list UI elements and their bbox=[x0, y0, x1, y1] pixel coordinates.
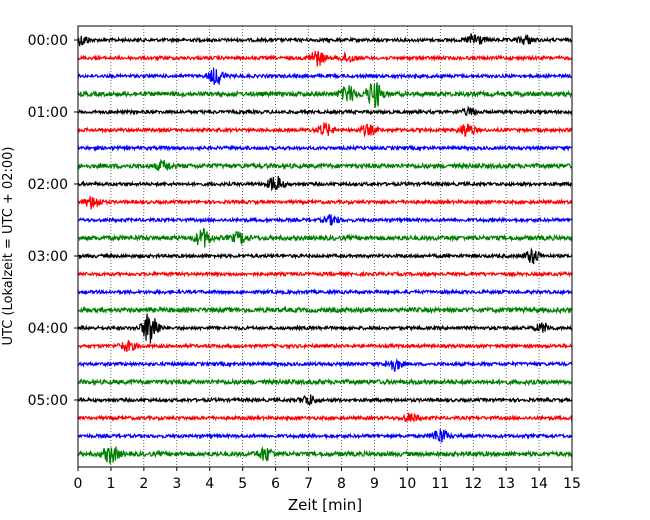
x-tick-label: 0 bbox=[74, 476, 83, 492]
trace-line bbox=[77, 313, 573, 344]
plot-frame bbox=[77, 25, 573, 468]
trace-line bbox=[77, 428, 573, 443]
y-tick-label: 00:00 bbox=[28, 33, 68, 49]
x-tick-label: 11 bbox=[431, 476, 449, 492]
trace-line bbox=[77, 357, 573, 372]
trace-line bbox=[77, 270, 573, 278]
x-axis-label: Zeit [min] bbox=[288, 496, 362, 514]
trace-line bbox=[77, 213, 573, 226]
x-tick-label: 6 bbox=[271, 476, 280, 492]
trace-line bbox=[77, 412, 573, 423]
trace-line bbox=[77, 339, 573, 353]
y-tick-label: 04:00 bbox=[28, 321, 68, 337]
trace-line bbox=[77, 105, 573, 117]
trace-line bbox=[77, 377, 573, 387]
trace-line bbox=[77, 158, 573, 172]
x-tick-label: 1 bbox=[106, 476, 115, 492]
trace-line bbox=[77, 305, 573, 315]
y-axis-label: UTC (Lokalzeit = UTC + 02:00) bbox=[1, 147, 16, 346]
trace-line bbox=[77, 196, 573, 210]
x-tick-label: 2 bbox=[139, 476, 148, 492]
trace-line bbox=[77, 82, 573, 108]
x-tick-label: 12 bbox=[464, 476, 482, 492]
x-tick-label: 3 bbox=[172, 476, 181, 492]
x-tick-label: 4 bbox=[205, 476, 214, 492]
x-tick-label: 8 bbox=[337, 476, 346, 492]
x-tick-label: 15 bbox=[563, 476, 581, 492]
y-axis-ticks: 00:00 01:00 02:00 03:00 04:00 05:00 bbox=[28, 33, 78, 409]
trace-line bbox=[77, 446, 573, 464]
x-tick-label: 5 bbox=[238, 476, 247, 492]
trace-line bbox=[77, 175, 573, 192]
trace-line bbox=[77, 144, 573, 152]
trace-line bbox=[77, 394, 573, 407]
traces bbox=[77, 33, 573, 464]
x-tick-label: 14 bbox=[530, 476, 548, 492]
x-tick-label: 9 bbox=[370, 476, 379, 492]
trace-line bbox=[77, 122, 573, 138]
y-tick-label: 05:00 bbox=[28, 393, 68, 409]
x-tick-label: 10 bbox=[398, 476, 416, 492]
x-tick-label: 13 bbox=[497, 476, 515, 492]
y-tick-label: 02:00 bbox=[28, 177, 68, 193]
trace-line bbox=[77, 247, 573, 265]
trace-line bbox=[77, 227, 573, 248]
trace-line bbox=[77, 50, 573, 67]
x-tick-label: 7 bbox=[304, 476, 313, 492]
y-tick-label: 01:00 bbox=[28, 105, 68, 121]
trace-line bbox=[77, 67, 573, 85]
y-tick-label: 03:00 bbox=[28, 249, 68, 265]
trace-line bbox=[77, 33, 573, 47]
trace-line bbox=[77, 288, 573, 296]
x-axis-ticks: 0 1 2 3 4 5 6 7 8 9 10 11 12 13 14 15 bbox=[74, 467, 581, 492]
